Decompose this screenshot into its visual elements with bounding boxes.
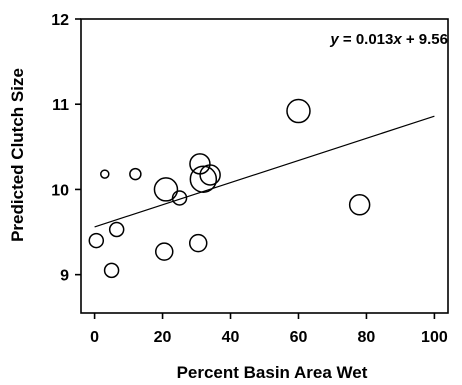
data-point [103, 262, 120, 279]
y-tick-label: 11 [52, 97, 69, 114]
x-tick-label: 20 [154, 329, 172, 346]
data-point [88, 232, 105, 249]
y-axis-ticks: 9 10 11 12 [51, 12, 81, 285]
y-tick-label: 9 [60, 268, 69, 285]
regression-line-group [94, 115, 435, 228]
data-point [189, 165, 218, 193]
x-tick-label: 60 [290, 329, 308, 346]
plot-border [80, 18, 449, 314]
data-point [100, 169, 110, 179]
data-point [199, 164, 221, 186]
x-axis-ticks: 0 20 40 60 80 100 [90, 313, 448, 346]
x-tick-label: 100 [421, 329, 448, 346]
x-axis-title: Percent Basin Area Wet [177, 363, 368, 382]
x-tick-label: 40 [222, 329, 240, 346]
equation-slope: = 0.013 [339, 31, 394, 48]
x-tick-label: 0 [90, 329, 99, 346]
y-axis-title: Predicted Clutch Size [8, 68, 27, 242]
regression-equation: y = 0.013x + 9.56 [329, 31, 448, 48]
data-point [153, 177, 179, 202]
data-points [88, 98, 371, 279]
y-tick-label: 12 [51, 12, 69, 29]
equation-x: x [392, 31, 402, 48]
data-point [108, 221, 125, 238]
data-point [188, 233, 208, 253]
data-point [348, 194, 371, 216]
data-point [155, 242, 174, 261]
y-tick-label: 10 [51, 182, 69, 199]
regression-line [94, 115, 435, 228]
x-tick-label: 80 [358, 329, 376, 346]
data-point [286, 98, 311, 124]
equation-intercept: + 9.56 [402, 31, 448, 48]
plot-frame [80, 18, 449, 314]
data-point [171, 190, 188, 206]
data-point [129, 167, 142, 181]
equation-y: y [329, 31, 339, 48]
